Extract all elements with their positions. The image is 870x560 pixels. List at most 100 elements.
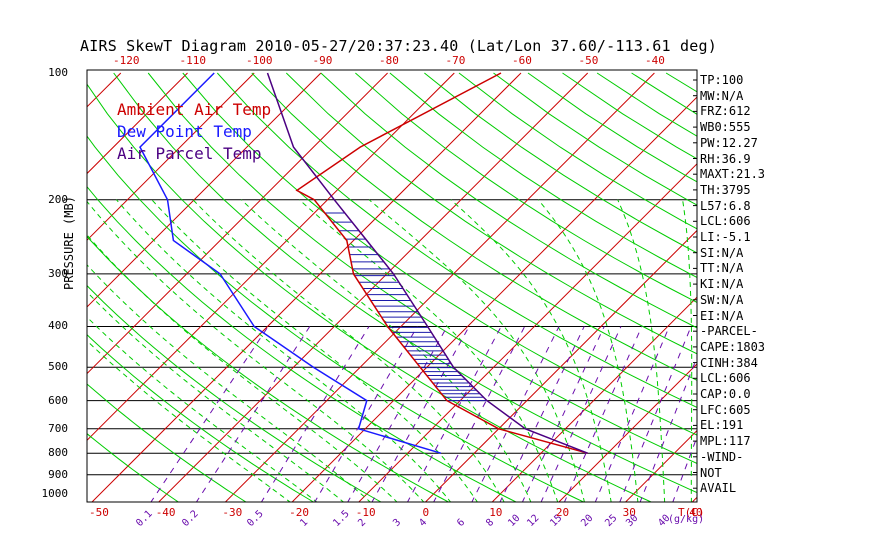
top-temp-tick-label: -40: [645, 54, 665, 67]
moist-adiabat-line: [537, 199, 639, 502]
side-panel-item: EI:N/A: [700, 308, 744, 323]
dry-adiabat-line: [216, 72, 697, 408]
dry-adiabat-line: [87, 135, 585, 502]
moist-adiabat-line: [298, 199, 559, 502]
moist-adiabat-line: [151, 199, 478, 502]
pressure-tick-label: 200: [48, 192, 68, 206]
isotherm-line: [224, 72, 655, 502]
moist-adiabat-line: [116, 199, 452, 502]
bottom-temp-tick-label: -20: [289, 506, 309, 519]
isotherm-line: [758, 73, 870, 503]
moist-adiabat-line: [87, 291, 345, 502]
pressure-tick-label: 1000: [41, 487, 69, 500]
bottom-temp-tick-label: -40: [155, 506, 176, 519]
isotherm-line: [424, 229, 697, 502]
dry-adiabat-line: [113, 72, 697, 494]
bottom-temp-tick-label: 40: [689, 506, 703, 519]
bottom-temp-tick-label: -30: [222, 506, 243, 519]
side-panel-item: CAP:0.0: [700, 387, 751, 401]
bottom-temp-tick-label: -50: [89, 506, 109, 519]
legend-item: Air Parcel Temp: [117, 144, 262, 163]
mixing-ratio-line: [347, 326, 448, 502]
dew-point-line: [139, 72, 442, 454]
dry-adiabat-line: [87, 284, 382, 502]
top-temp-tick-label: -70: [445, 54, 466, 67]
side-panel-item: NOT: [700, 465, 722, 480]
moist-adiabat-line: [87, 316, 318, 502]
isotherm-line: [87, 72, 322, 308]
side-panel-item: LFC:605: [700, 402, 751, 417]
page-title: AIRS SkewT Diagram 2010-05-27/20:37:23.4…: [80, 37, 717, 55]
side-panel-item: CAPE:1803: [700, 339, 766, 354]
legend-item: Dew Point Temp: [117, 122, 252, 141]
pressure-tick-label: 700: [48, 421, 68, 435]
isotherm-line: [157, 72, 589, 502]
isotherm-line: [87, 72, 388, 375]
moist-adiabat-line: [87, 200, 425, 502]
top-temp-tick-label: -50: [578, 54, 599, 67]
side-panel-item: FRZ:612: [700, 104, 751, 119]
parcel-temp-line: [266, 72, 588, 454]
side-panel-item: LCL:606: [700, 371, 751, 386]
pressure-tick-label: 600: [48, 393, 68, 407]
ambient-temp-line: [295, 72, 588, 454]
mixing-ratio-line: [433, 326, 526, 502]
dry-adiabat-line: [424, 72, 697, 254]
side-panel-item: SI:N/A: [700, 245, 744, 260]
top-temp-tick-label: -120: [113, 54, 140, 67]
pressure-tick-label: 400: [48, 319, 68, 333]
side-panel-item: LI:-5.1: [700, 230, 751, 244]
mixing-ratio-line: [563, 326, 643, 502]
top-temp-tick-label: -90: [312, 54, 333, 67]
side-panel-item: CINH:384: [700, 355, 758, 370]
isotherm-line: [291, 96, 697, 502]
side-panel-item: SW:N/A: [700, 292, 744, 307]
side-panel-item: KI:N/A: [700, 277, 744, 292]
side-panel-item: MAXT:21.3: [700, 167, 766, 182]
isotherm-line: [0, 73, 54, 503]
top-temp-tick-label: -80: [379, 54, 399, 67]
mixing-ratio-line: [260, 326, 370, 502]
mixing-ratio-line: [406, 326, 502, 502]
side-panel-item: -WIND-: [700, 449, 744, 464]
dry-adiabat-line: [527, 72, 697, 183]
side-panel-item: RH:36.9: [700, 151, 751, 166]
mixing-ratio-unit-label: (g/kg): [668, 514, 705, 525]
top-temp-tick-label: -100: [246, 54, 273, 67]
bottom-axis-label: T(C): [678, 506, 705, 519]
isotherm-line: [624, 429, 697, 502]
bottom-temp-tick-label: 10: [489, 506, 503, 519]
dry-adiabat-line: [251, 72, 697, 381]
pressure-tick-label: 500: [48, 360, 68, 374]
dry-adiabat-line: [87, 185, 518, 502]
moist-adiabat-line: [87, 264, 371, 502]
moist-adiabat-line: [192, 199, 505, 502]
side-panel-item: LCL:606: [700, 214, 751, 229]
top-temp-tick-label: -110: [179, 54, 207, 67]
pressure-tick-label: 800: [48, 446, 68, 460]
dry-adiabat-line: [285, 72, 697, 355]
mixing-ratio-line: [594, 326, 670, 502]
dry-adiabat-line: [389, 72, 697, 279]
dry-adiabat-line: [355, 72, 697, 304]
side-panel-item: TT:N/A: [700, 261, 744, 276]
moist-adiabat-line: [682, 199, 693, 502]
plot-area: [0, 72, 870, 503]
side-panel-item: MPL:117: [700, 434, 751, 449]
moist-adiabat-line: [368, 199, 585, 502]
dry-adiabat-line: [87, 334, 315, 502]
dry-adiabat-line: [87, 235, 450, 502]
moist-adiabat-line: [241, 199, 532, 502]
top-temp-tick-label: -60: [512, 54, 532, 67]
dry-adiabat-line: [182, 72, 697, 436]
isotherm-line: [91, 72, 522, 502]
side-panel-item: WB0:555: [700, 120, 751, 135]
mixing-ratio-line: [499, 326, 585, 502]
side-panel-item: MW:N/A: [700, 88, 744, 103]
isotherm-line: [87, 72, 455, 442]
plot-frame: [86, 69, 698, 503]
isotherm-line: [87, 72, 255, 241]
pressure-tick-label: 100: [48, 66, 68, 79]
bottom-temp-tick-label: -10: [355, 506, 376, 519]
